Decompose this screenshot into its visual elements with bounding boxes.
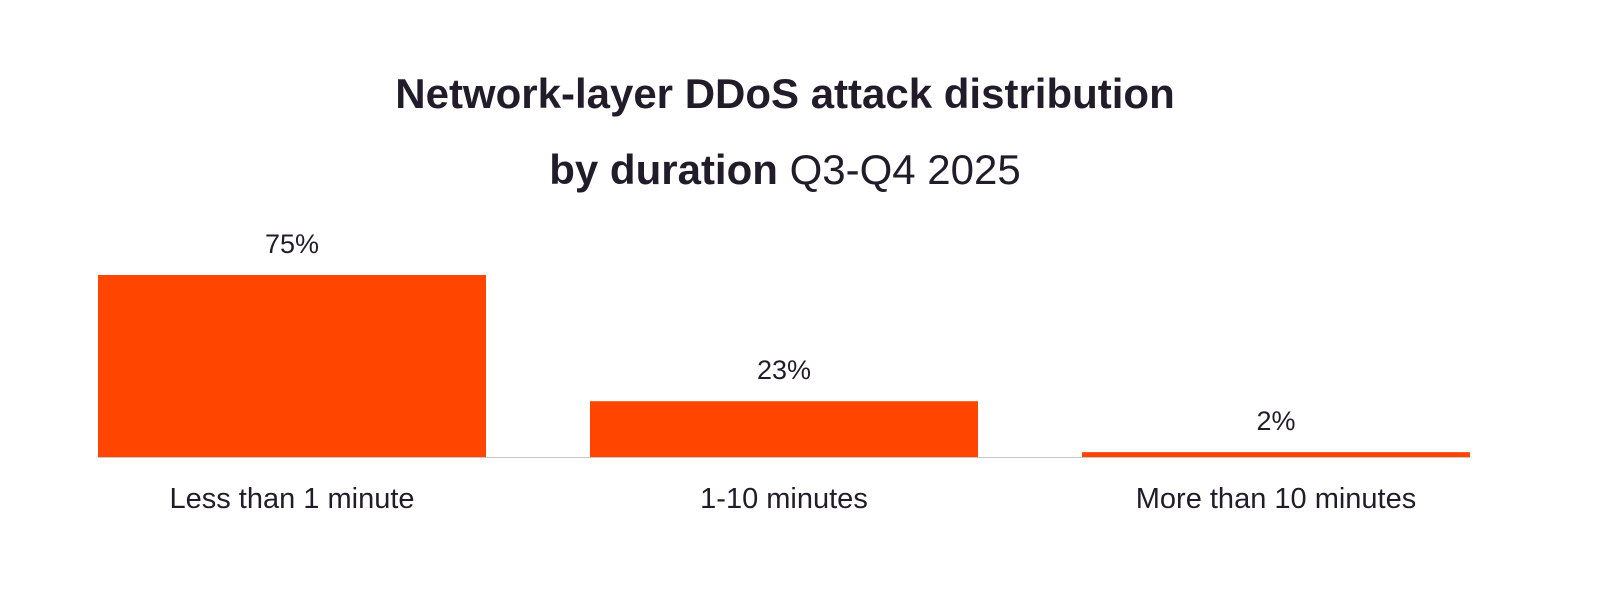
value-label-1: 75%	[265, 229, 319, 259]
bar-1	[98, 275, 486, 457]
title-line-2: by duration Q3-Q4 2025	[0, 132, 1570, 208]
value-label-3: 2%	[1256, 406, 1295, 436]
category-label-3: More than 10 minutes	[1136, 483, 1416, 515]
title-line-1: Network-layer DDoS attack distribution	[395, 70, 1175, 117]
bar-2	[590, 401, 978, 457]
labels-group: 75% Less than 1 minute 23% 1-10 minutes 2% Mo…	[169, 229, 1416, 515]
title-line-2-regular: Q3-Q4 2025	[789, 146, 1021, 193]
category-label-2: 1-10 minutes	[700, 483, 868, 515]
bar-3	[1082, 452, 1470, 457]
title-line-2-bold: by duration	[549, 146, 778, 193]
chart-title: Network-layer DDoS attack distribution b…	[0, 56, 1570, 208]
bars-group	[98, 275, 1470, 457]
value-label-2: 23%	[757, 355, 811, 385]
category-label-1: Less than 1 minute	[169, 483, 414, 515]
